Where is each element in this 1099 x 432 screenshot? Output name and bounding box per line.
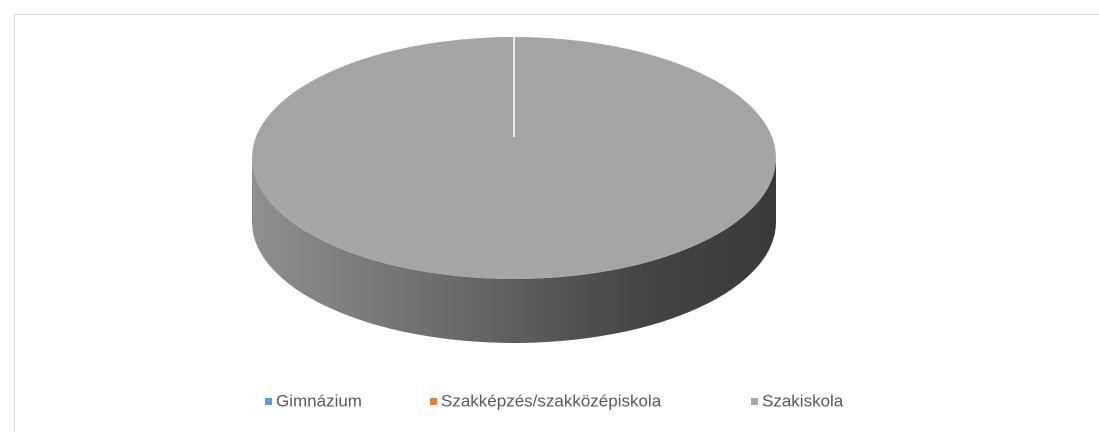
legend-label: Gimnázium [276, 391, 362, 410]
legend-swatch [430, 398, 437, 405]
legend-swatch [265, 398, 272, 405]
legend-swatch [751, 398, 758, 405]
legend-label: Szakiskola [762, 391, 844, 410]
pie-side [252, 158, 776, 343]
legend-label: Szakképzés/szakközépiskola [441, 391, 662, 410]
pie-slice [252, 37, 776, 279]
